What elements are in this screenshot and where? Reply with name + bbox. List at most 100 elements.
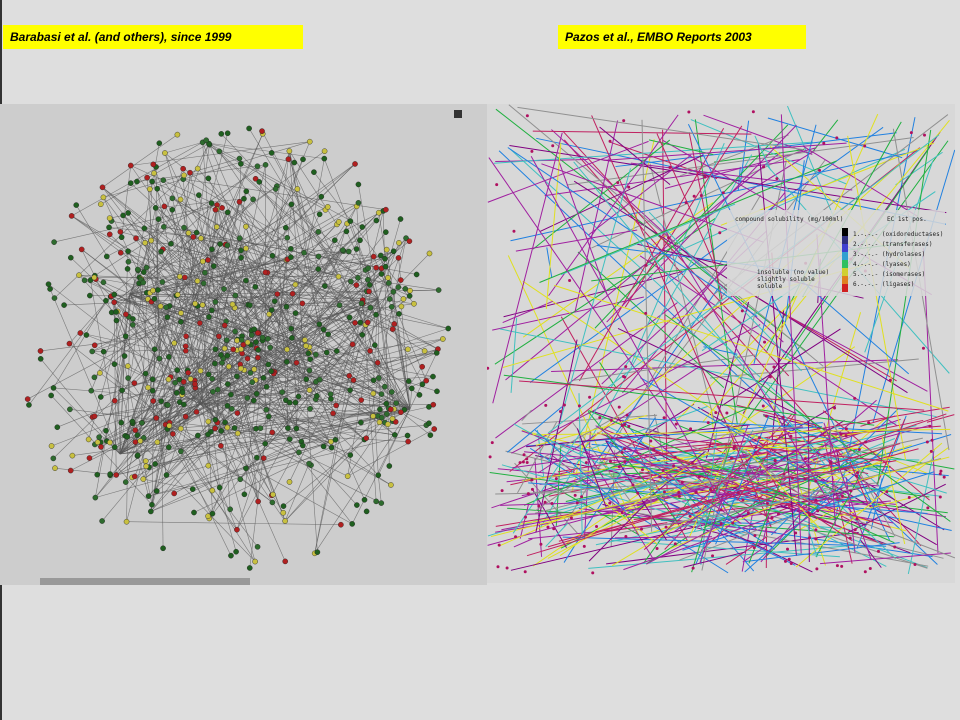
network-node	[247, 302, 253, 309]
network-node	[89, 348, 96, 355]
network-node	[315, 253, 322, 260]
network-node	[363, 435, 370, 441]
network-node	[165, 402, 171, 408]
pathway-node	[684, 201, 688, 205]
pathway-edge	[849, 517, 955, 559]
network-node	[243, 465, 249, 472]
pathway-node	[667, 236, 671, 240]
network-edge	[53, 387, 387, 415]
network-node	[398, 303, 405, 310]
network-node	[393, 400, 399, 406]
pathway-node	[765, 414, 769, 418]
pathway-edge	[795, 442, 943, 568]
network-node	[144, 174, 150, 181]
network-node	[426, 404, 432, 410]
network-node	[238, 337, 245, 343]
network-node	[181, 172, 187, 179]
network-node	[404, 432, 411, 439]
network-edge	[120, 231, 379, 300]
network-edge	[221, 408, 411, 432]
network-node	[416, 392, 423, 398]
network-node	[332, 237, 338, 243]
pathway-edge	[573, 161, 827, 467]
network-node	[134, 452, 141, 459]
pathway-node	[624, 365, 628, 369]
network-node	[166, 354, 172, 360]
network-edge	[305, 248, 357, 380]
network-node	[194, 165, 201, 172]
network-node	[320, 326, 327, 333]
network-edge	[219, 151, 353, 345]
pathway-edge	[619, 487, 860, 534]
pathway-edge	[682, 471, 935, 551]
network-node	[222, 419, 228, 426]
network-edge	[254, 328, 411, 410]
pathway-edge	[488, 157, 678, 430]
pathway-node	[608, 139, 612, 143]
network-node	[97, 370, 103, 376]
network-node	[366, 288, 372, 295]
pathway-edge	[807, 528, 818, 558]
pathway-node	[487, 366, 490, 370]
network-node	[182, 274, 188, 281]
network-node	[147, 186, 153, 192]
pathway-edge	[789, 429, 863, 446]
pathway-edge	[511, 324, 761, 454]
network-node	[291, 159, 298, 166]
pathway-node	[814, 537, 818, 541]
network-edge	[315, 381, 336, 440]
pathway-node	[782, 472, 786, 476]
network-node	[221, 322, 228, 329]
network-node	[97, 394, 104, 400]
network-node	[187, 169, 193, 176]
network-edge	[339, 273, 382, 306]
network-node	[254, 330, 261, 336]
network-edge	[119, 209, 216, 455]
network-node	[251, 366, 257, 373]
network-edge	[144, 242, 182, 429]
network-node	[375, 209, 382, 216]
network-edge	[163, 179, 288, 363]
pathway-edge	[502, 300, 553, 324]
network-node	[148, 508, 154, 515]
network-node	[48, 443, 55, 449]
network-node	[52, 465, 58, 471]
network-node	[24, 396, 31, 402]
network-edge	[102, 134, 178, 188]
network-node	[244, 395, 251, 401]
network-node	[305, 350, 312, 357]
pathway-node	[835, 564, 839, 568]
network-node	[178, 425, 184, 432]
pathway-edge	[507, 406, 563, 453]
pathway-node	[888, 378, 892, 382]
network-node	[241, 195, 247, 202]
network-node	[407, 287, 413, 294]
network-node	[267, 344, 273, 351]
network-node	[383, 246, 390, 253]
network-node	[86, 455, 93, 461]
pathway-edge	[557, 159, 609, 297]
pathway-edge	[608, 141, 718, 180]
network-node	[122, 333, 129, 340]
network-edge	[241, 324, 366, 350]
network-edge	[160, 401, 164, 549]
pathway-edge	[576, 428, 607, 508]
pathway-edge	[535, 442, 634, 511]
network-node	[37, 348, 44, 354]
pathway-node	[512, 229, 516, 233]
network-node	[221, 286, 227, 292]
pathway-edge	[648, 139, 714, 156]
network-node	[430, 401, 437, 408]
pathway-node	[772, 365, 776, 369]
pathway-node	[573, 493, 577, 497]
network-node	[385, 274, 391, 281]
pathway-edge	[850, 456, 950, 484]
legend-text: 6.-.-.- (ligases)	[853, 281, 914, 288]
pathway-node	[864, 440, 868, 444]
network-edge	[373, 393, 379, 476]
network-node	[205, 462, 212, 469]
pathway-edge	[487, 140, 649, 203]
network-edge	[202, 142, 326, 211]
network-node	[352, 320, 358, 326]
network-node	[216, 484, 223, 491]
